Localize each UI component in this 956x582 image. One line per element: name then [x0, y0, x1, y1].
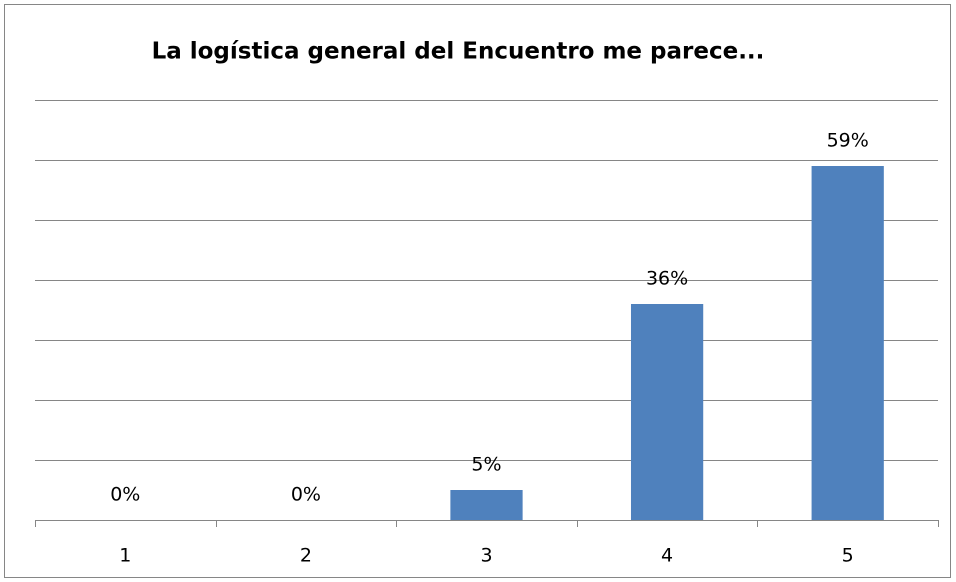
x-tick-label: 2: [300, 545, 312, 567]
data-label: 0%: [291, 484, 321, 506]
x-tick-label: 5: [842, 545, 854, 567]
x-tick-label: 3: [480, 545, 492, 567]
bar: [450, 490, 523, 520]
data-label: 0%: [110, 484, 140, 506]
bar: [811, 166, 884, 520]
data-label: 5%: [471, 454, 501, 476]
chart-title: La logística general del Encuentro me pa…: [152, 39, 765, 65]
x-tick-label: 1: [119, 545, 131, 567]
data-label: 59%: [827, 130, 869, 152]
data-label: 36%: [646, 268, 688, 290]
bar: [630, 304, 704, 520]
x-tick-label: 4: [661, 545, 673, 567]
